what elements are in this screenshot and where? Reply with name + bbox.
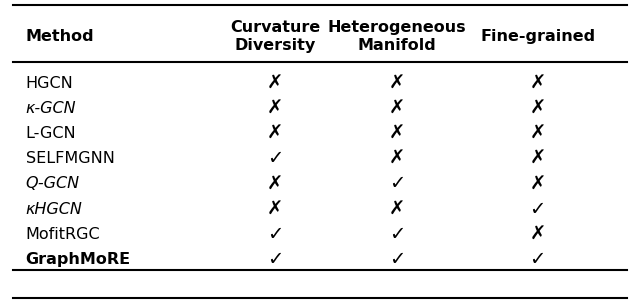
Text: Curvature
Diversity: Curvature Diversity xyxy=(230,20,321,52)
Text: ✗: ✗ xyxy=(267,99,284,118)
Text: ✓: ✓ xyxy=(529,200,546,218)
Text: ✗: ✗ xyxy=(529,175,546,193)
Text: ✗: ✗ xyxy=(388,200,405,218)
Text: Q-GCN: Q-GCN xyxy=(26,176,80,191)
Text: ✓: ✓ xyxy=(267,250,284,269)
Text: ✗: ✗ xyxy=(529,225,546,244)
Text: ✗: ✗ xyxy=(529,99,546,118)
Text: SELFMGNN: SELFMGNN xyxy=(26,151,115,166)
Text: ✗: ✗ xyxy=(529,149,546,168)
Text: ✗: ✗ xyxy=(388,74,405,93)
Text: Fine-grained: Fine-grained xyxy=(480,29,595,44)
Text: ✓: ✓ xyxy=(388,175,405,193)
Text: ✗: ✗ xyxy=(267,175,284,193)
Text: ✓: ✓ xyxy=(267,149,284,168)
Text: Heterogeneous
Manifold: Heterogeneous Manifold xyxy=(328,20,466,52)
Text: ✗: ✗ xyxy=(529,74,546,93)
Text: GraphMoRE: GraphMoRE xyxy=(26,252,131,267)
Text: ✓: ✓ xyxy=(388,225,405,244)
Text: ✗: ✗ xyxy=(388,124,405,143)
Text: ✗: ✗ xyxy=(388,99,405,118)
Text: L-GCN: L-GCN xyxy=(26,126,76,141)
Text: MofitRGC: MofitRGC xyxy=(26,227,100,242)
Text: κ-GCN: κ-GCN xyxy=(26,101,76,116)
Text: Method: Method xyxy=(26,29,94,44)
Text: ✓: ✓ xyxy=(388,250,405,269)
Text: κHGCN: κHGCN xyxy=(26,201,83,217)
Text: ✗: ✗ xyxy=(388,149,405,168)
Text: ✗: ✗ xyxy=(267,200,284,218)
Text: ✗: ✗ xyxy=(267,124,284,143)
Text: ✗: ✗ xyxy=(529,124,546,143)
Text: ✗: ✗ xyxy=(267,74,284,93)
Text: HGCN: HGCN xyxy=(26,76,74,91)
Text: ✓: ✓ xyxy=(267,225,284,244)
Text: ✓: ✓ xyxy=(529,250,546,269)
